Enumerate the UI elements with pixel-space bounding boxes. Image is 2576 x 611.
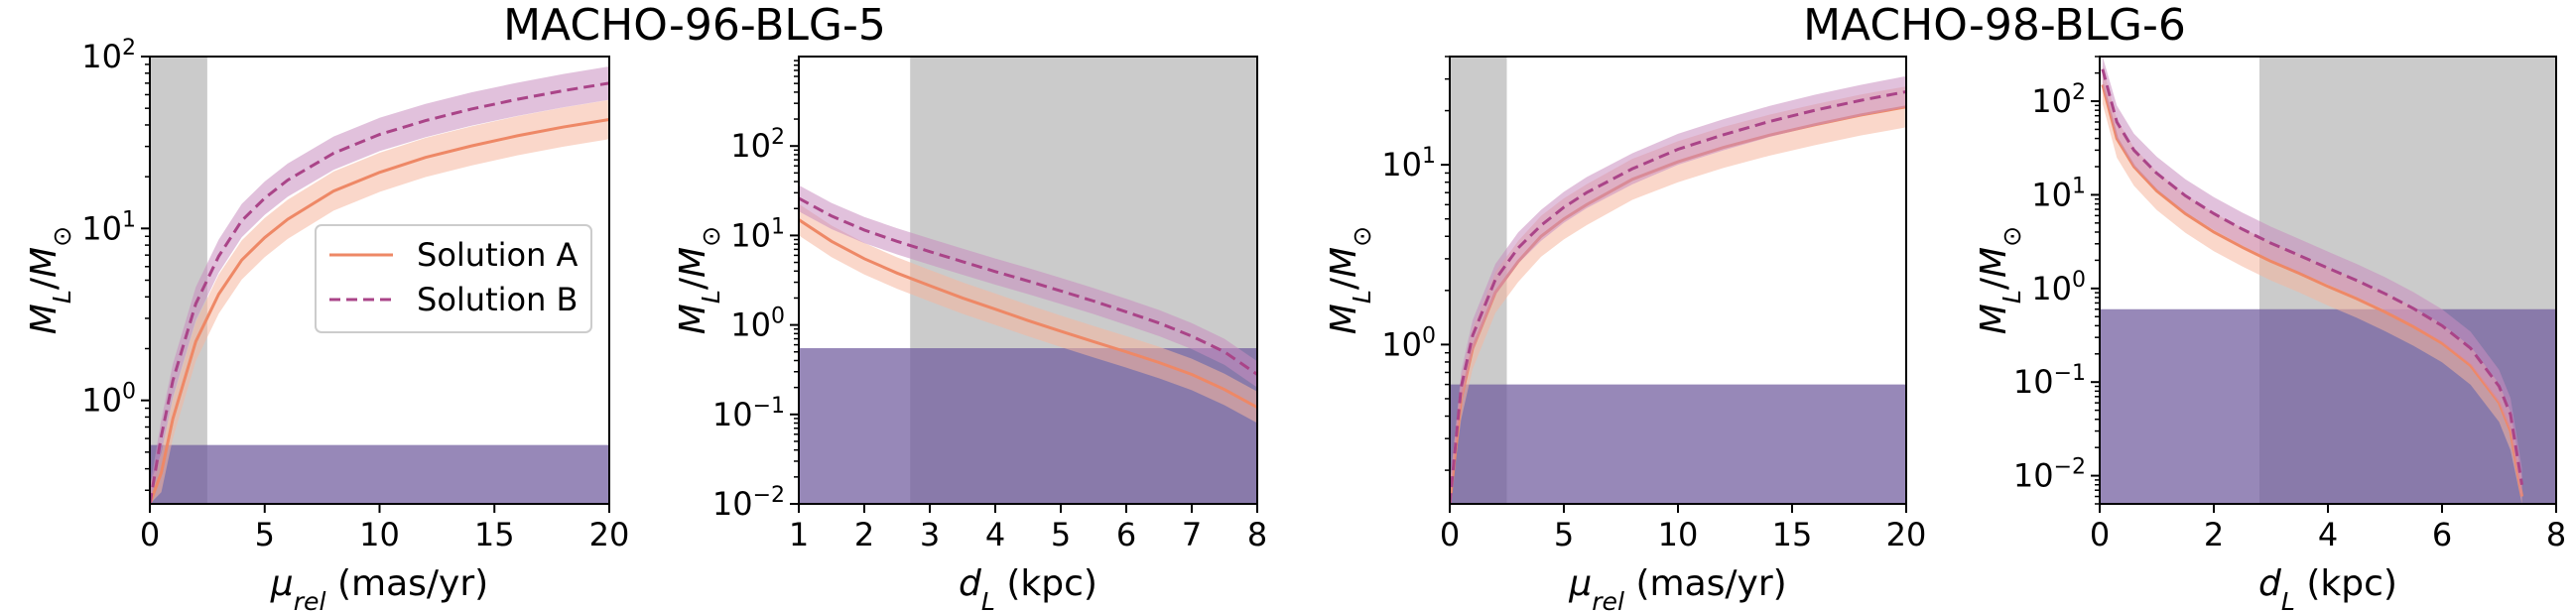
panel-96-blg-5-mass-vs-proper-motion: 0 5 10 15 20 100 101 102 μrel (mas/yr) ML/M⊙	[24, 36, 629, 611]
x-axis-label: dL (kpc)	[2258, 563, 2397, 611]
y-tick-label: 102	[81, 36, 136, 75]
x-tick-label: 6	[2432, 516, 2452, 553]
panel-96-blg-5-mass-vs-distance: 1 2 3 4 5 6 7 8 10−2 10−1 100 101 102 dL (kpc) ML/M⊙	[673, 56, 1267, 611]
x-axis-label: dL (kpc)	[959, 563, 1097, 611]
y-tick-label: 10−1	[2013, 361, 2086, 401]
uncertainty-band-solution-b	[1450, 75, 1906, 504]
x-axis-label: μrel (mas/yr)	[270, 563, 488, 611]
y-tick-label: 10−2	[2013, 455, 2086, 495]
x-axis-label: μrel (mas/yr)	[1568, 563, 1786, 611]
x-tick-label: 4	[2318, 516, 2338, 553]
x-tick-label: 8	[2546, 516, 2566, 553]
uncertainty-band-solution-a	[150, 99, 609, 504]
x-tick-label: 5	[1051, 516, 1071, 553]
y-tick-label: 101	[730, 214, 785, 254]
series-line-solution-a	[2101, 84, 2523, 497]
y-tick-label: 100	[81, 380, 136, 420]
y-axis-label: ML/M⊙	[1324, 226, 1376, 334]
series-line-solution-b	[799, 196, 1257, 376]
x-tick-label: 0	[140, 516, 160, 553]
x-tick-label: 10	[1658, 516, 1699, 553]
uncertainty-band-solution-a	[1450, 86, 1906, 504]
legend-label-solution-b: Solution B	[417, 281, 578, 318]
axes-frame	[798, 56, 1258, 505]
y-axis-label: ML/M⊙	[673, 226, 725, 334]
uncertainty-band-solution-a	[2102, 65, 2522, 504]
x-tick-label: 7	[1182, 516, 1202, 553]
x-tick-label: 1	[789, 516, 809, 553]
x-tick-label: 5	[255, 516, 275, 553]
x-tick-label: 3	[920, 516, 940, 553]
y-tick-label: 10−1	[712, 394, 785, 433]
x-tick-label: 2	[2204, 516, 2224, 553]
x-tick-label: 5	[1554, 516, 1574, 553]
series-line-solution-b	[150, 81, 609, 504]
x-tick-label: 4	[985, 516, 1005, 553]
x-tick-label: 15	[474, 516, 515, 553]
y-axis-label: ML/M⊙	[1974, 226, 2026, 334]
y-tick-label: 102	[2031, 80, 2086, 120]
y-tick-label: 100	[2031, 268, 2086, 307]
y-tick-label: 10−2	[712, 483, 785, 523]
uncertainty-band-solution-b	[799, 184, 1257, 388]
legend: Solution A Solution B	[315, 224, 592, 333]
x-tick-label: 8	[1247, 516, 1267, 553]
series-line-solution-b	[1450, 89, 1906, 504]
y-tick-label: 101	[2031, 174, 2086, 213]
x-tick-label: 15	[1772, 516, 1813, 553]
x-tick-label: 0	[2090, 516, 2110, 553]
panel-98-blg-6-mass-vs-distance: 0 2 4 6 8 10−2 10−1 100 101 102 dL (kpc) ML/M⊙	[1974, 56, 2566, 611]
excluded-region-purple	[150, 444, 609, 504]
x-tick-label: 0	[1440, 516, 1460, 553]
plot-area	[799, 57, 1257, 504]
legend-box	[315, 224, 592, 333]
title-macho-96-blg-5: MACHO-96-BLG-5	[503, 0, 886, 51]
uncertainty-band-solution-a	[799, 203, 1257, 424]
y-tick-label: 101	[81, 207, 136, 247]
y-tick-label: 100	[730, 305, 785, 344]
series-line-solution-a	[150, 118, 609, 504]
plot-area	[1450, 57, 1906, 504]
y-tick-label: 101	[1381, 144, 1436, 183]
x-tick-label: 2	[854, 516, 874, 553]
plot-area	[150, 57, 609, 504]
x-tick-label: 6	[1116, 516, 1136, 553]
legend-label-solution-a: Solution A	[417, 236, 579, 274]
y-axis-label: ML/M⊙	[24, 226, 76, 334]
excluded-region-gray	[150, 57, 207, 504]
excluded-region-purple	[2100, 308, 2556, 504]
y-tick-label: 102	[730, 125, 785, 165]
title-macho-98-blg-6: MACHO-98-BLG-6	[1803, 0, 2186, 51]
plot-area	[2100, 57, 2556, 504]
x-tick-label: 10	[359, 516, 400, 553]
y-tick-label: 100	[1381, 323, 1436, 363]
series-line-solution-a	[799, 218, 1257, 409]
x-tick-label: 20	[589, 516, 630, 553]
panel-98-blg-6-mass-vs-proper-motion: 0 5 10 15 20 100 101 μrel (mas/yr) ML/M⊙	[1324, 56, 1927, 611]
excluded-region-purple	[1450, 384, 1906, 504]
x-tick-label: 20	[1886, 516, 1927, 553]
